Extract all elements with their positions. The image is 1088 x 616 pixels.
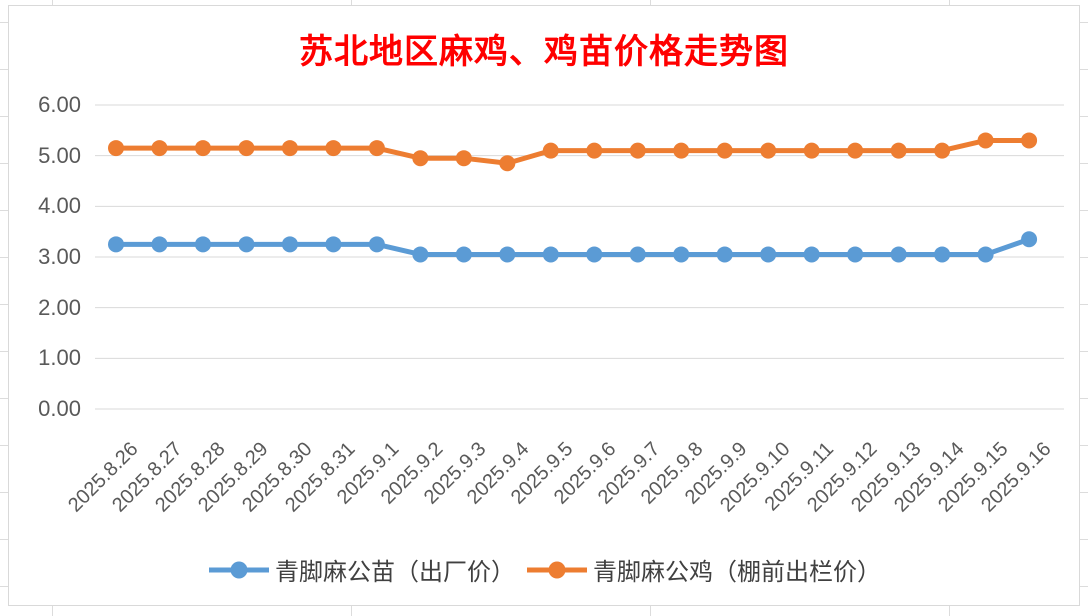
data-point-chick [151,236,168,253]
data-point-rooster [716,142,733,159]
data-point-rooster [760,142,777,159]
y-axis-label: 4.00 [38,193,81,219]
data-point-chick [455,246,472,263]
plot-area [95,104,1064,410]
legend-line-marker-icon [209,561,269,578]
data-point-rooster [629,142,646,159]
data-point-rooster [586,142,603,159]
data-point-rooster [455,150,472,167]
data-point-chick [977,246,994,263]
data-point-chick [629,246,646,263]
data-point-rooster [151,140,168,157]
series-rooster [108,132,1038,172]
data-point-rooster [238,140,255,157]
series-line-rooster [113,137,1032,166]
data-point-chick [542,246,559,263]
data-point-chick [716,246,733,263]
chart-frame[interactable]: 苏北地区麻鸡、鸡苗价格走势图 6.00 5.00 4.00 3.00 2.00 1.00 0… [8,5,1080,606]
series-line-chick [113,236,1032,257]
data-point-chick [368,236,385,253]
data-point-chick [760,246,777,263]
y-axis-label: 3.00 [38,243,81,269]
legend-label-chick: 青脚麻公苗（出厂价） [275,558,515,586]
data-point-rooster [977,132,994,149]
y-axis-label: 1.00 [38,345,81,371]
data-point-rooster [325,140,342,157]
chart-title: 苏北地区麻鸡、鸡苗价格走势图 [299,32,789,72]
data-point-rooster [803,142,820,159]
data-point-rooster [194,140,211,157]
data-point-chick [673,246,690,263]
data-point-chick [325,236,342,253]
data-point-chick [847,246,864,263]
legend-line-marker-icon [527,561,587,578]
data-point-rooster [847,142,864,159]
data-point-rooster [890,142,907,159]
data-point-chick [281,236,298,253]
y-axis-label: 2.00 [38,294,81,320]
data-point-chick [108,236,124,253]
data-point-rooster [1021,132,1038,149]
data-point-rooster [412,150,429,167]
data-point-rooster [934,142,951,159]
y-axis-label: 6.00 [38,91,81,117]
y-axis-label: 0.00 [38,396,81,421]
data-point-chick [238,236,255,253]
data-point-rooster [542,142,559,159]
data-point-chick [499,246,516,263]
series-chick [108,231,1038,263]
data-point-chick [194,236,211,253]
legend-item-rooster[interactable]: 青脚麻公鸡（棚前出栏价） [525,552,881,587]
data-point-chick [1021,231,1038,248]
legend-item-chick[interactable]: 青脚麻公苗（出厂价） [207,552,515,587]
legend: 青脚麻公苗（出厂价） 青脚麻公鸡（棚前出栏价） [9,552,1079,587]
data-point-chick [934,246,951,263]
data-point-chick [586,246,603,263]
legend-label-rooster: 青脚麻公鸡（棚前出栏价） [593,558,881,586]
data-point-chick [803,246,820,263]
data-point-rooster [368,140,385,157]
data-point-rooster [673,142,690,159]
data-point-chick [412,246,429,263]
data-point-rooster [108,140,124,157]
data-point-rooster [499,155,516,172]
y-axis-label: 5.00 [38,142,81,168]
data-point-rooster [281,140,298,157]
data-point-chick [890,246,907,263]
